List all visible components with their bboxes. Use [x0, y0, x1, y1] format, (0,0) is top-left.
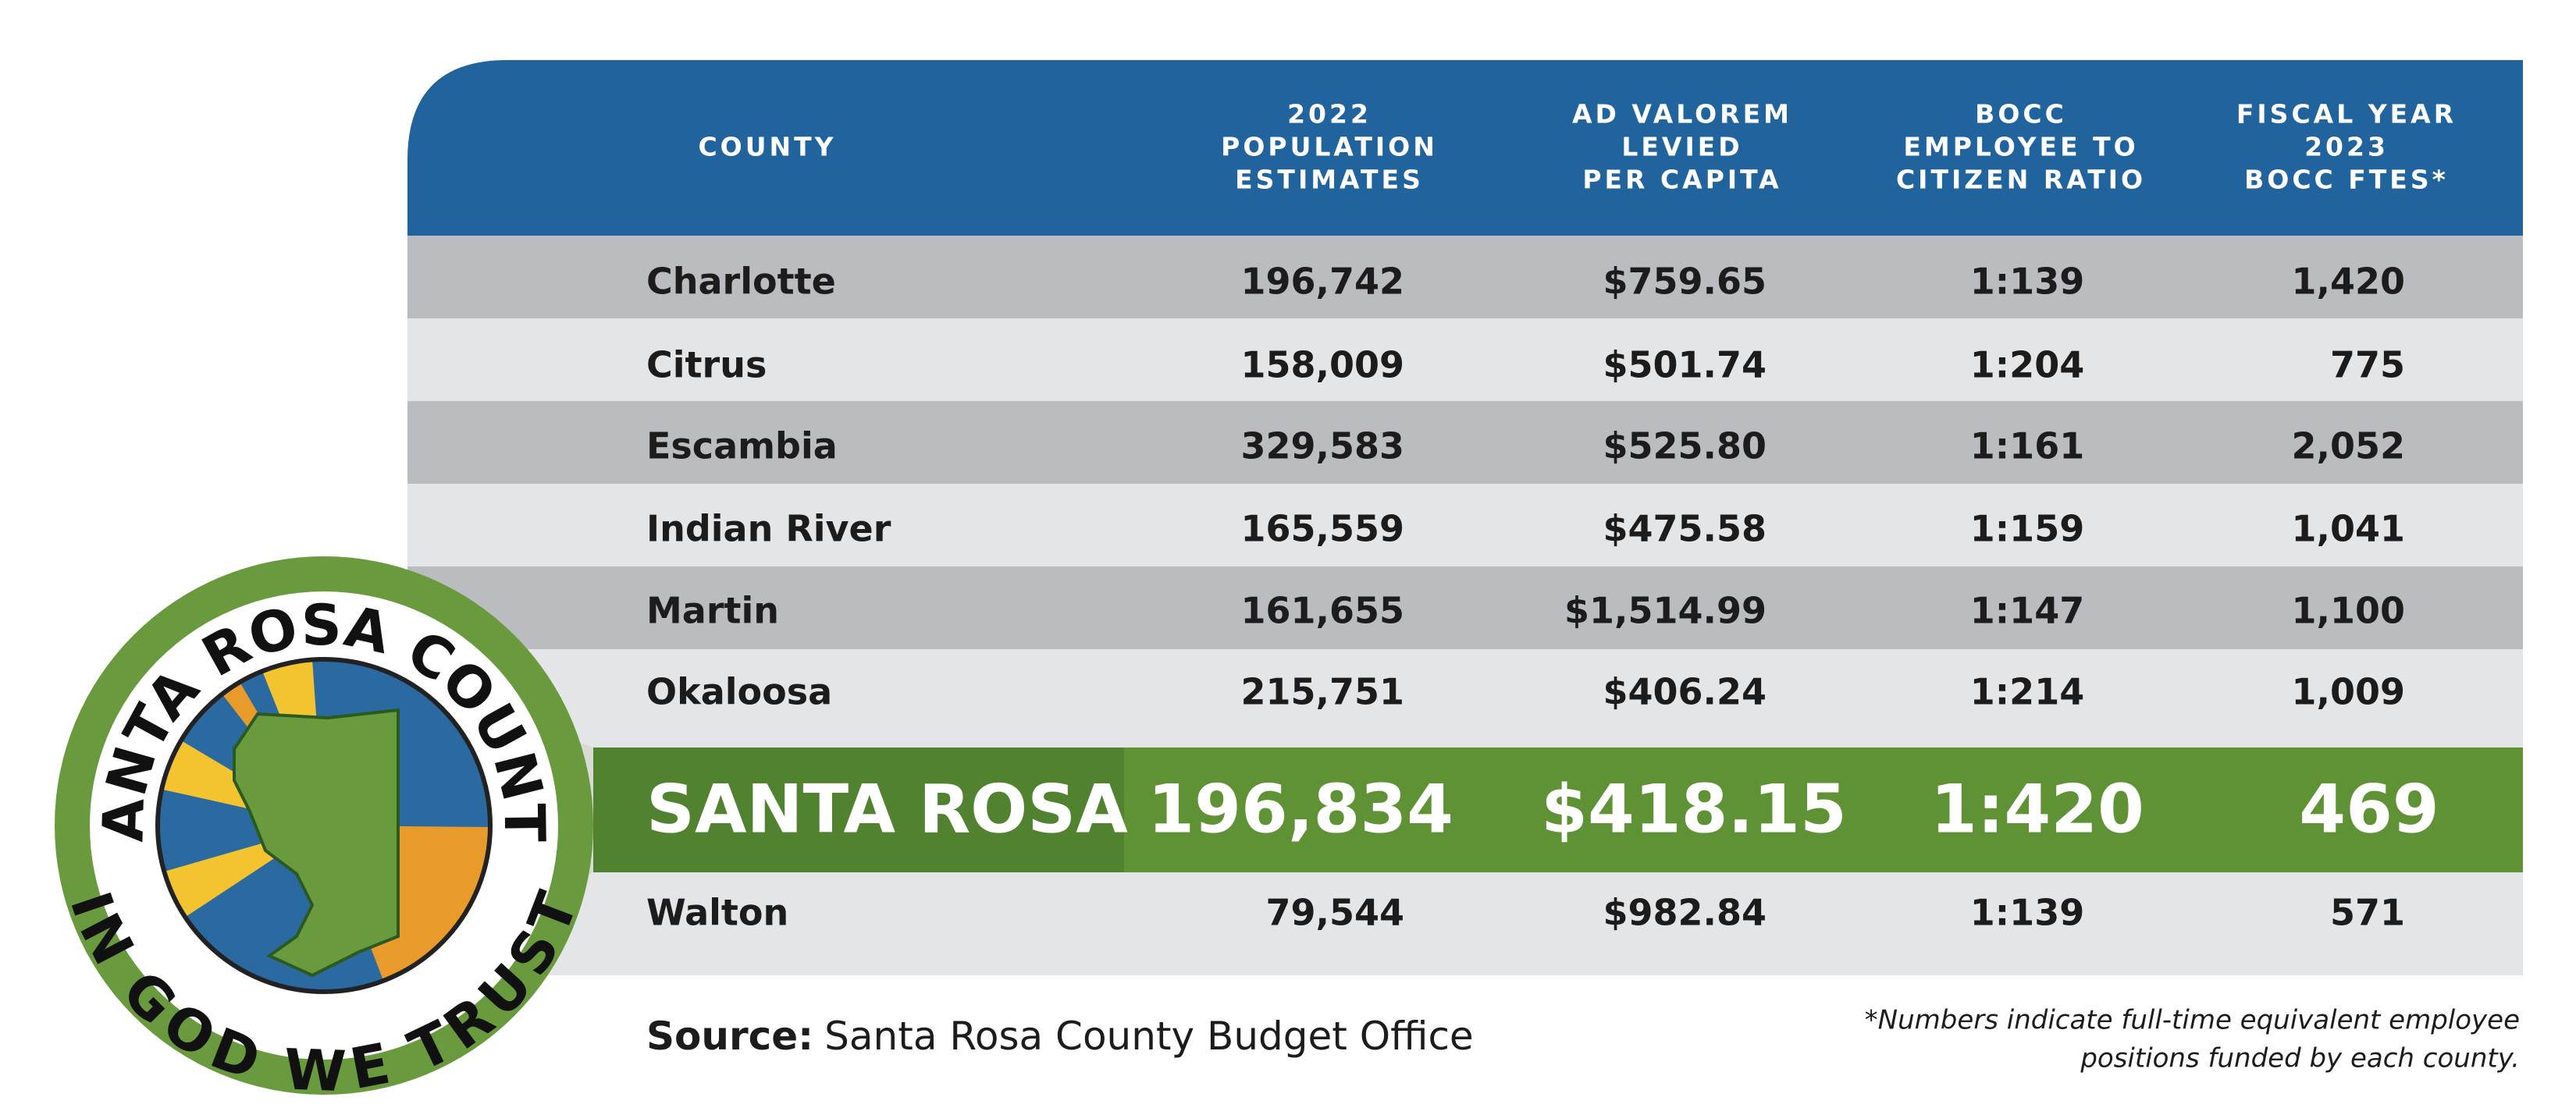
- header-bar: [407, 60, 2523, 236]
- header-label: FISCAL YEAR: [2236, 99, 2457, 130]
- table-cell: 1:214: [1970, 671, 2084, 713]
- table-cell: 165,559: [1240, 508, 1404, 550]
- table-cell: Indian River: [646, 508, 891, 550]
- table-cell: 1:139: [1970, 892, 2084, 934]
- table-row: [407, 484, 2523, 566]
- footnote-line: *Numbers indicate full-time equivalent e…: [1865, 1005, 2520, 1036]
- header-label: PER CAPITA: [1582, 165, 1781, 195]
- table-cell: $1,514.99: [1564, 590, 1767, 632]
- table-cell: Walton: [646, 892, 788, 934]
- header-label: CITIZEN RATIO: [1896, 165, 2146, 195]
- header-label: POPULATION: [1221, 132, 1438, 162]
- table-cell: Martin: [646, 590, 779, 632]
- header-label: BOCC FTES*: [2244, 165, 2449, 195]
- table-cell: 1:204: [1970, 344, 2084, 386]
- table-cell: $501.74: [1603, 344, 1767, 386]
- table-cell: 215,751: [1240, 671, 1404, 713]
- table-cell: Okaloosa: [646, 671, 832, 713]
- highlight-cell: 196,834: [1147, 770, 1453, 848]
- header-label: ESTIMATES: [1235, 165, 1424, 195]
- table-row: [407, 649, 2523, 747]
- highlight-cell: 1:420: [1930, 770, 2144, 848]
- table-cell: 329,583: [1240, 425, 1404, 467]
- table-cell: Citrus: [646, 344, 767, 386]
- table-row: [407, 236, 2523, 318]
- source-text: Santa Rosa County Budget Office: [824, 1014, 1474, 1059]
- table-cell: 1:161: [1970, 425, 2084, 467]
- table-cell: $475.58: [1603, 508, 1767, 550]
- highlight-shade: [578, 747, 1124, 872]
- table-cell: 1:159: [1970, 508, 2084, 550]
- table-cell: $525.80: [1603, 425, 1767, 467]
- table-cell: 1:147: [1970, 590, 2084, 632]
- table-cell: Charlotte: [646, 261, 836, 303]
- table-row: [407, 566, 2523, 649]
- table-cell: 2,052: [2291, 425, 2405, 467]
- highlight-cell: $418.15: [1541, 770, 1847, 848]
- source: Source: Santa Rosa County Budget Office: [646, 1014, 1474, 1059]
- table-cell: 161,655: [1240, 590, 1404, 632]
- highlight-row: [578, 747, 2523, 872]
- header-label: AD VALOREM: [1572, 99, 1792, 130]
- table-cell: 1,041: [2291, 508, 2405, 550]
- table-cell: 1:139: [1970, 261, 2084, 303]
- source-label: Source:: [646, 1014, 813, 1059]
- table-row: [407, 872, 2523, 975]
- table-cell: $759.65: [1603, 261, 1767, 303]
- highlight-cell: SANTA ROSA: [646, 770, 1128, 848]
- table-cell: $406.24: [1603, 671, 1767, 713]
- header-label: 2023: [2304, 132, 2389, 162]
- table-row: [407, 318, 2523, 401]
- table-cell: $982.84: [1603, 892, 1767, 934]
- highlight-cell: 469: [2299, 770, 2439, 848]
- table-cell: 1,100: [2291, 590, 2405, 632]
- table-row: [407, 401, 2523, 484]
- table-cell: 775: [2330, 344, 2405, 386]
- table-cell: 571: [2330, 892, 2405, 934]
- header-label: LEVIED: [1621, 132, 1742, 162]
- table-cell: 158,009: [1240, 344, 1404, 386]
- header-label: COUNTY: [698, 132, 836, 162]
- header-label: EMPLOYEE TO: [1903, 132, 2138, 162]
- table-cell: 1,420: [2291, 261, 2405, 303]
- header-label: 2022: [1287, 99, 1372, 130]
- table-cell: Escambia: [646, 425, 838, 467]
- header-label: BOCC: [1975, 99, 2067, 130]
- table-cell: 1,009: [2291, 671, 2405, 713]
- table-cell: 196,742: [1240, 261, 1404, 303]
- table-cell: 79,544: [1265, 892, 1404, 934]
- footnote-line: positions funded by each county.: [2080, 1043, 2520, 1074]
